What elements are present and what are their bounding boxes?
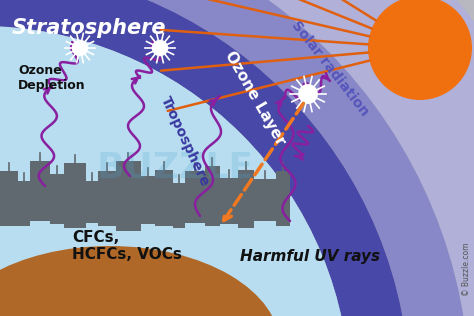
Wedge shape xyxy=(0,26,350,316)
Bar xyxy=(64,163,86,228)
Bar xyxy=(116,161,141,231)
Wedge shape xyxy=(0,0,410,316)
Bar xyxy=(220,178,238,224)
Bar xyxy=(52,174,62,180)
Text: © Buzzle.com: © Buzzle.com xyxy=(463,242,472,296)
Bar xyxy=(2,171,16,177)
Circle shape xyxy=(152,40,168,56)
Bar xyxy=(98,171,116,226)
Bar xyxy=(32,161,48,167)
Bar xyxy=(157,170,171,176)
Bar xyxy=(18,181,30,226)
Bar xyxy=(256,179,274,185)
Text: Ozone
Depletion: Ozone Depletion xyxy=(18,64,86,92)
Text: CFCs,
HCFCs, VOCs: CFCs, HCFCs, VOCs xyxy=(72,230,182,262)
Ellipse shape xyxy=(0,246,280,316)
Circle shape xyxy=(298,84,318,104)
Bar xyxy=(205,166,220,226)
Circle shape xyxy=(72,40,88,56)
Bar xyxy=(238,170,254,228)
Bar xyxy=(66,163,84,169)
Text: Ozone Layer: Ozone Layer xyxy=(222,48,288,148)
Bar xyxy=(143,176,153,182)
Bar xyxy=(100,171,114,177)
Bar xyxy=(276,171,290,226)
Bar xyxy=(278,171,288,177)
Text: BUZZLE: BUZZLE xyxy=(96,151,254,185)
Bar xyxy=(0,171,18,226)
Bar xyxy=(173,183,185,228)
Text: Harmful UV rays: Harmful UV rays xyxy=(240,248,380,264)
Text: Solar radiation: Solar radiation xyxy=(289,18,372,118)
Bar xyxy=(185,171,205,223)
Bar xyxy=(118,161,139,167)
Bar xyxy=(30,161,50,221)
Bar xyxy=(141,176,155,224)
Text: Stratosphere: Stratosphere xyxy=(12,18,166,38)
Bar xyxy=(222,178,236,184)
Bar xyxy=(254,179,276,221)
Bar xyxy=(88,181,96,187)
Bar xyxy=(207,166,218,172)
Circle shape xyxy=(368,0,472,100)
Bar xyxy=(20,181,28,187)
Bar xyxy=(187,171,203,177)
Bar xyxy=(175,183,183,189)
Bar xyxy=(86,181,98,223)
Bar xyxy=(50,174,64,224)
Bar xyxy=(240,170,252,176)
Bar xyxy=(155,170,173,226)
Text: Troposphere: Troposphere xyxy=(158,94,212,188)
